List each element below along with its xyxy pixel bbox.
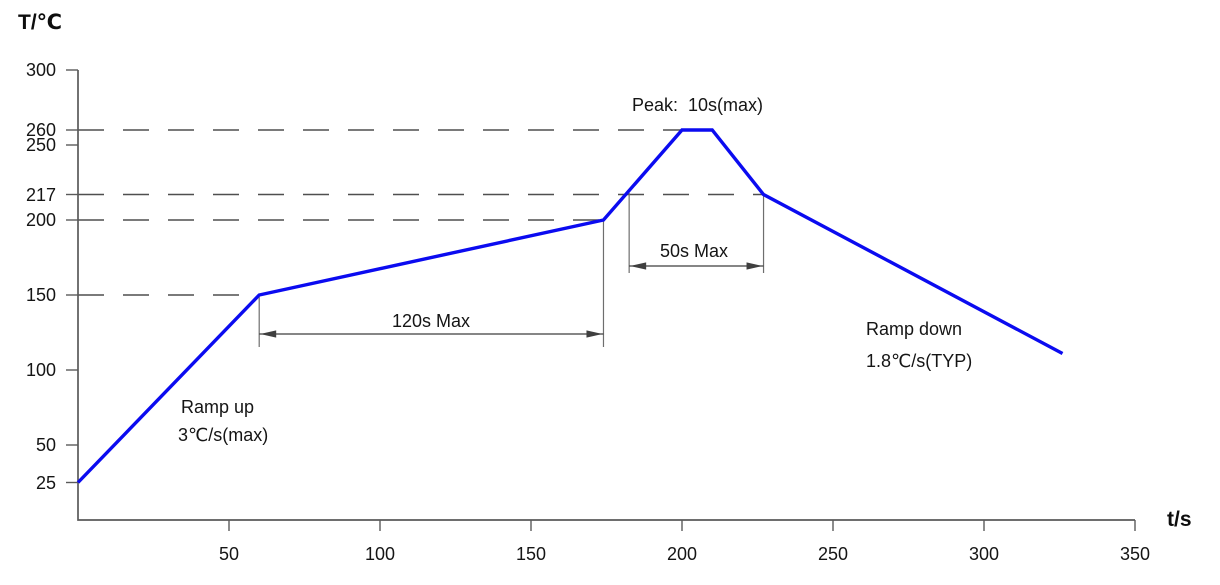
dimension-1-arrowhead-right bbox=[746, 262, 763, 270]
y-tick-label-150: 150 bbox=[25, 285, 56, 305]
y-tick-label-100: 100 bbox=[25, 360, 56, 380]
ramp-up-rate-label: 3℃/s(max) bbox=[178, 425, 269, 445]
x-tick-label-250: 250 bbox=[817, 544, 849, 564]
ramp-down-rate-label: 1.8℃/s(TYP) bbox=[866, 351, 973, 371]
dimension-1-arrowhead-left bbox=[630, 262, 647, 270]
y-axis-title: T/℃ bbox=[18, 11, 63, 34]
y-tick-label-25: 25 bbox=[35, 472, 56, 493]
x-axis-title: t/s bbox=[1167, 508, 1192, 531]
y-tick-label-50: 50 bbox=[35, 435, 56, 455]
y-tick-label-260: 260 bbox=[25, 120, 56, 140]
dimension-120s-label: 120s Max bbox=[391, 311, 471, 331]
y-tick-label-217: 217 bbox=[25, 184, 56, 205]
x-tick-label-150: 150 bbox=[515, 544, 547, 564]
y-tick-label-300: 300 bbox=[25, 60, 56, 80]
dimension-50s-label: 50s Max bbox=[659, 241, 729, 261]
ramp-up-label: Ramp up bbox=[181, 397, 255, 417]
x-tick-label-300: 300 bbox=[968, 544, 1000, 564]
dimension-0-arrowhead-left bbox=[260, 330, 277, 338]
x-tick-label-50: 50 bbox=[218, 544, 240, 564]
y-tick-label-200: 200 bbox=[25, 210, 56, 230]
x-tick-label-100: 100 bbox=[364, 544, 396, 564]
x-tick-label-350: 350 bbox=[1119, 544, 1151, 564]
ramp-down-label: Ramp down bbox=[866, 319, 963, 339]
dimension-0-arrowhead-right bbox=[586, 330, 603, 338]
y-tick-label-250: 250 bbox=[25, 135, 56, 155]
x-tick-label-200: 200 bbox=[666, 544, 698, 564]
peak-annotation: Peak: 10s(max) bbox=[632, 95, 764, 115]
solder-reflow-temperature-profile-line bbox=[76, 128, 1064, 484]
